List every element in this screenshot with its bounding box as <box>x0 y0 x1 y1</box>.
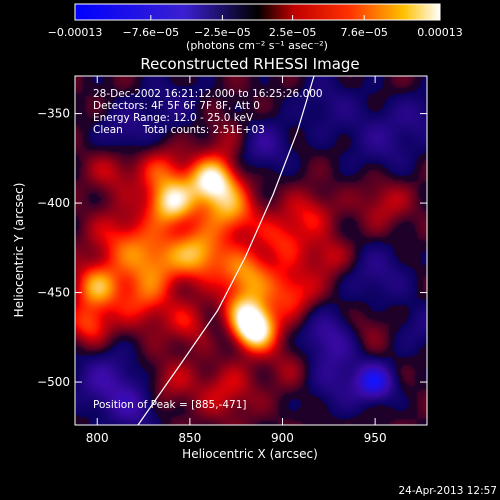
axis-ticks: 800 850 900 950 −350 −400 −450 −500 <box>37 76 427 445</box>
y-tick-label: −500 <box>37 375 70 389</box>
y-axis-label: Heliocentric Y (arcsec) <box>12 183 26 318</box>
annotation-time-range: 28-Dec-2002 16:21:12.000 to 16:25:26.000 <box>93 88 323 100</box>
plot-frame <box>74 75 428 426</box>
colorbar-gradient <box>74 3 441 21</box>
x-tick-label: 850 <box>178 431 201 445</box>
y-tick-label: −400 <box>37 196 70 210</box>
y-tick-label: −350 <box>37 107 70 121</box>
plot-area: 800 850 900 950 −350 −400 −450 −500 <box>37 75 428 445</box>
colorbar-ticks: −0.00013 −7.6e−05 −2.5e−05 2.5e−05 7.6e−05 0.… <box>48 15 463 39</box>
heatmap-image <box>75 76 427 425</box>
colorbar-tick-label: 0.00013 <box>417 26 463 39</box>
y-tick-label: −450 <box>37 286 70 300</box>
x-axis-label: Heliocentric X (arcsec) <box>182 447 318 461</box>
colorbar: −0.00013 −7.6e−05 −2.5e−05 2.5e−05 7.6e−05 0.… <box>48 3 463 52</box>
x-tick-label: 950 <box>364 431 387 445</box>
colorbar-tick-label: −2.5e−05 <box>194 26 251 39</box>
x-tick-label: 800 <box>86 431 109 445</box>
colorbar-tick-label: 7.6e−05 <box>340 26 387 39</box>
colorbar-tick-label: 2.5e−05 <box>269 26 316 39</box>
annotation-energy-range: Energy Range: 12.0 - 25.0 keV <box>93 112 254 124</box>
colorbar-tick-label: −7.6e−05 <box>122 26 179 39</box>
colorbar-unit-label: (photons cm⁻² s⁻¹ asec⁻²) <box>186 39 328 52</box>
footer-timestamp: 24-Apr-2013 12:57 <box>398 485 497 497</box>
annotation-detectors: Detectors: 4F 5F 6F 7F 8F, Att 0 <box>93 100 260 112</box>
annotation-clean-counts: Clean Total counts: 2.51E+03 <box>93 124 265 136</box>
colorbar-tick-label: −0.00013 <box>48 26 103 39</box>
chart-title: Reconstructed RHESSI Image <box>140 55 359 73</box>
x-tick-label: 900 <box>271 431 294 445</box>
solar-limb-curve <box>137 75 315 426</box>
annotation-peak-position: Position of Peak = [885,-471] <box>93 399 247 411</box>
